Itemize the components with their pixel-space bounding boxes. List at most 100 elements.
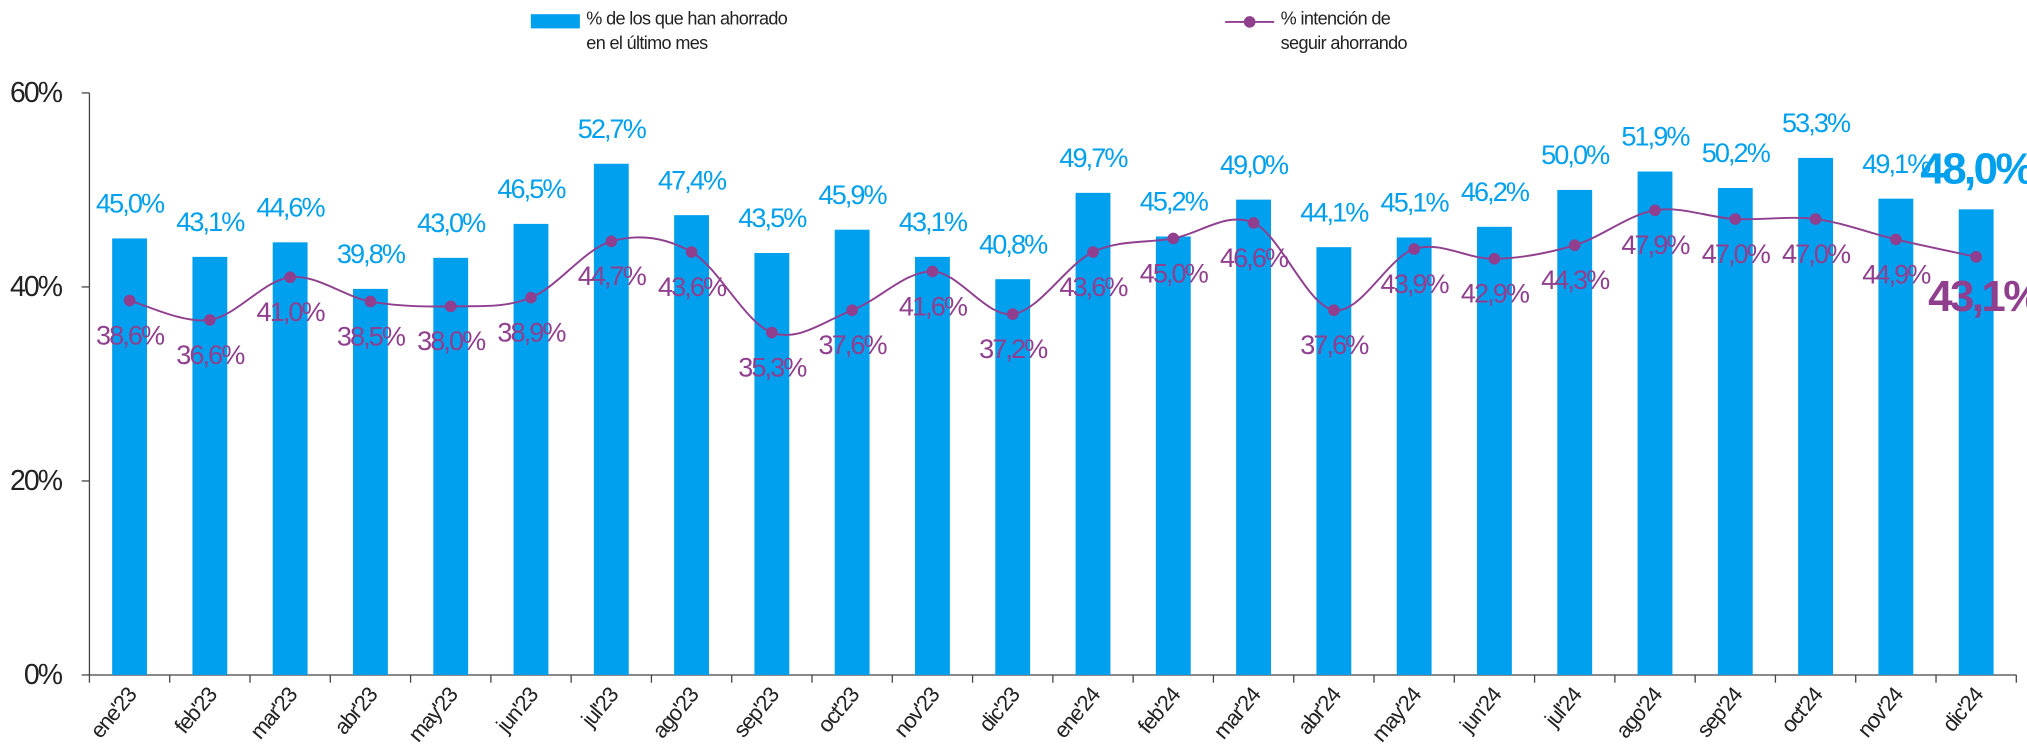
line-point [926, 265, 939, 278]
legend-swatch-point [1243, 16, 1256, 28]
x-tick-label: abr'23 [329, 682, 383, 739]
bar [1477, 226, 1512, 675]
line-value-label: 41,0% [257, 296, 326, 327]
bar [754, 252, 790, 675]
line-point [123, 294, 136, 307]
x-tick-label: may'23 [403, 682, 463, 747]
line-point [1970, 251, 1982, 263]
bar [1316, 247, 1352, 675]
line-point [766, 326, 778, 339]
line-value-label: 41,6% [899, 290, 968, 321]
bar-value-label: 40,8% [979, 228, 1048, 259]
bar-value-label: 43,1% [176, 206, 245, 237]
line-value-label: 44,7% [578, 260, 647, 291]
line-point [1408, 243, 1420, 255]
x-tick-label: ago'24 [1611, 682, 1668, 743]
x-tick-label: feb'24 [1133, 682, 1186, 738]
bar-value-label: 48,0% [1920, 145, 2027, 194]
bar [353, 288, 388, 675]
legend-label: % intención de seguir ahorrando [1280, 7, 1408, 53]
line-value-label: 38,5% [337, 320, 406, 351]
bar-value-label: 52,7% [578, 113, 647, 144]
bar [1396, 237, 1432, 675]
bar-value-label: 45,9% [819, 179, 888, 210]
line-point [1809, 213, 1822, 225]
bar-value-label: 43,1% [899, 206, 968, 237]
line-point [1167, 232, 1180, 245]
bar-value-label: 46,5% [497, 173, 566, 204]
bar-value-label: 49,7% [1059, 142, 1128, 173]
bar-value-label: 45,2% [1140, 186, 1209, 217]
line-value-label: 43,9% [1381, 268, 1450, 299]
bar-value-label: 49,1% [1862, 148, 1931, 179]
x-tick-label: jun'24 [1454, 682, 1507, 738]
x-tick-label: sep'23 [728, 682, 784, 742]
bar [272, 242, 308, 675]
line-point [1087, 246, 1099, 258]
line-value-label: 37,2% [979, 333, 1048, 364]
bar [674, 215, 709, 675]
x-tick-label: sep'24 [1692, 682, 1748, 742]
line-value-label: 43,1% [1928, 272, 2027, 321]
x-tick-label: nov'23 [889, 682, 945, 742]
line-point [1568, 239, 1581, 252]
line-point [1890, 233, 1902, 246]
line-point [204, 314, 216, 326]
x-tick-label: ago'23 [647, 682, 704, 743]
line-value-label: 44,9% [1862, 258, 1931, 289]
bar [834, 229, 870, 675]
legend-item: % intención de seguir ahorrando [1280, 7, 1408, 53]
line-value-label: 37,6% [1300, 329, 1369, 360]
line-value-label: 38,0% [417, 325, 486, 356]
bar [1236, 199, 1272, 675]
line-point [444, 300, 457, 313]
line-point [605, 235, 618, 248]
bar-value-label: 43,5% [738, 202, 807, 233]
line-value-label: 45,0% [1140, 257, 1209, 288]
line-point [1488, 253, 1501, 265]
line-value-label: 46,6% [1220, 242, 1289, 273]
y-tick-label: 40% [10, 271, 63, 303]
legend-label: % de los que han ahorrado en el último m… [586, 7, 788, 53]
line-point [1649, 204, 1661, 217]
x-tick-label: dic'24 [1937, 682, 1988, 736]
bar-value-label: 53,3% [1782, 107, 1851, 138]
line-point [1328, 304, 1340, 317]
line-value-label: 37,6% [819, 329, 888, 360]
bar [433, 257, 469, 675]
line-value-label: 47,0% [1702, 238, 1771, 269]
legend-item: % de los que han ahorrado en el último m… [586, 7, 788, 53]
bar-value-label: 39,8% [337, 238, 406, 269]
y-tick-label: 0% [24, 659, 63, 691]
bar [1557, 189, 1593, 675]
bar [112, 238, 147, 675]
line-value-label: 47,0% [1782, 238, 1851, 269]
bar [1878, 198, 1914, 675]
x-tick-label: dic'23 [974, 682, 1025, 736]
bar [1637, 171, 1673, 675]
x-tick-label: feb'23 [169, 682, 222, 738]
x-tick-label: jul'24 [1539, 682, 1587, 732]
bar-value-label: 50,0% [1541, 139, 1610, 170]
bar [192, 256, 228, 675]
line-value-label: 47,9% [1621, 229, 1690, 260]
line-point [1006, 308, 1019, 320]
y-tick-label: 60% [10, 77, 63, 109]
line-value-label: 43,6% [1059, 271, 1128, 302]
line [129, 208, 1977, 336]
bar-value-label: 43,0% [417, 207, 486, 238]
bar [1075, 192, 1111, 675]
line-point [1729, 213, 1742, 225]
x-tick-label: nov'24 [1852, 682, 1908, 742]
line-point [364, 295, 377, 308]
x-tick-label: ene'24 [1048, 682, 1105, 743]
bar-value-label: 44,6% [257, 192, 326, 223]
legend-swatch [530, 14, 580, 29]
x-tick-label: jul'23 [576, 682, 624, 732]
bar [995, 279, 1031, 675]
line-point [846, 304, 858, 317]
line-value-label: 42,9% [1461, 278, 1530, 309]
bar [1155, 236, 1191, 675]
line-value-label: 44,3% [1541, 264, 1610, 295]
